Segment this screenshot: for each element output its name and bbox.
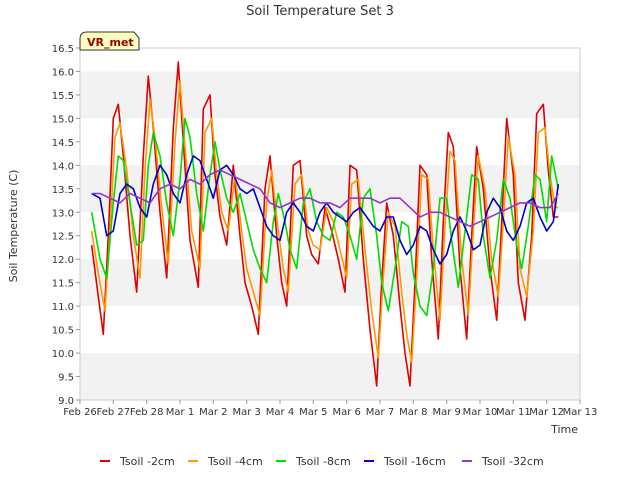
legend-label: Tsoil -32cm: [481, 455, 544, 468]
y-tick-label: 13.5: [52, 185, 74, 196]
legend-label: Tsoil -8cm: [295, 455, 351, 468]
y-tick-label: 9.5: [58, 373, 74, 384]
y-axis: 9.0 9.5 10.0 10.5 11.0 11.5 12.0 12.5 13.0 13.5 14…: [52, 44, 80, 407]
y-tick-label: 15.0: [52, 114, 74, 125]
legend: Tsoil -2cm Tsoil -4cm Tsoil -8cm Tsoil -16c…: [100, 455, 544, 468]
series-line-tsoil-4cm: [90, 80, 559, 364]
series-line-tsoil-8cm: [90, 117, 560, 317]
x-tick-label: Mar 3: [232, 407, 260, 418]
series-line-tsoil-32cm: [91, 169, 559, 228]
y-tick-label: 14.0: [52, 161, 74, 172]
y-tick-label: 15.5: [52, 91, 74, 102]
y-tick-label: 10.5: [52, 326, 74, 337]
legend-label: Tsoil -2cm: [119, 455, 175, 468]
grid-band: [80, 71, 580, 119]
x-tick-label: Feb 27: [97, 407, 131, 418]
x-tick-label: Mar 6: [332, 407, 360, 418]
site-label-box: VR_met: [79, 31, 140, 51]
plot-bands: [80, 71, 580, 400]
y-axis-label: Soil Temperature (C): [7, 170, 20, 283]
x-tick-label: Mar 2: [199, 407, 227, 418]
y-tick-label: 16.5: [52, 44, 74, 55]
y-tick-label: 9.0: [58, 396, 74, 407]
y-tick-label: 11.0: [52, 302, 74, 313]
legend-label: Tsoil -4cm: [207, 455, 263, 468]
y-tick-label: 12.0: [52, 255, 74, 266]
x-tick-label: Mar 11: [496, 407, 531, 418]
x-tick-label: Mar 5: [299, 407, 327, 418]
grid-band: [80, 353, 580, 400]
x-tick-label: Mar 4: [266, 407, 294, 418]
plot-area-border: [79, 47, 581, 401]
site-label: VR_met: [87, 36, 134, 49]
x-tick-label: Mar 8: [399, 407, 427, 418]
x-tick-label: Mar 7: [366, 407, 394, 418]
x-tick-label: Mar 13: [563, 407, 598, 418]
series-lines: [90, 61, 560, 387]
x-tick-label: Mar 10: [463, 407, 498, 418]
x-tick-label: Feb 26: [63, 407, 97, 418]
x-axis-label: Time: [550, 423, 578, 436]
y-tick-label: 13.0: [52, 208, 74, 219]
y-tick-label: 16.0: [52, 67, 74, 78]
y-tick-label: 12.5: [52, 232, 74, 243]
x-axis: Feb 26 Feb 27 Feb 28 Mar 1 Mar 2 Mar 3 Mar 4 Ma…: [63, 400, 597, 418]
chart-title: Soil Temperature Set 3: [246, 4, 394, 19]
grid-band: [80, 165, 580, 213]
y-tick-label: 11.5: [52, 279, 74, 290]
x-tick-label: Mar 9: [432, 407, 460, 418]
y-tick-label: 14.5: [52, 138, 74, 149]
y-tick-label: 10.0: [52, 349, 74, 360]
x-tick-label: Feb 28: [130, 407, 164, 418]
x-tick-label: Mar 1: [166, 407, 194, 418]
x-tick-label: Mar 12: [529, 407, 564, 418]
legend-label: Tsoil -16cm: [383, 455, 446, 468]
grid-band: [80, 259, 580, 307]
